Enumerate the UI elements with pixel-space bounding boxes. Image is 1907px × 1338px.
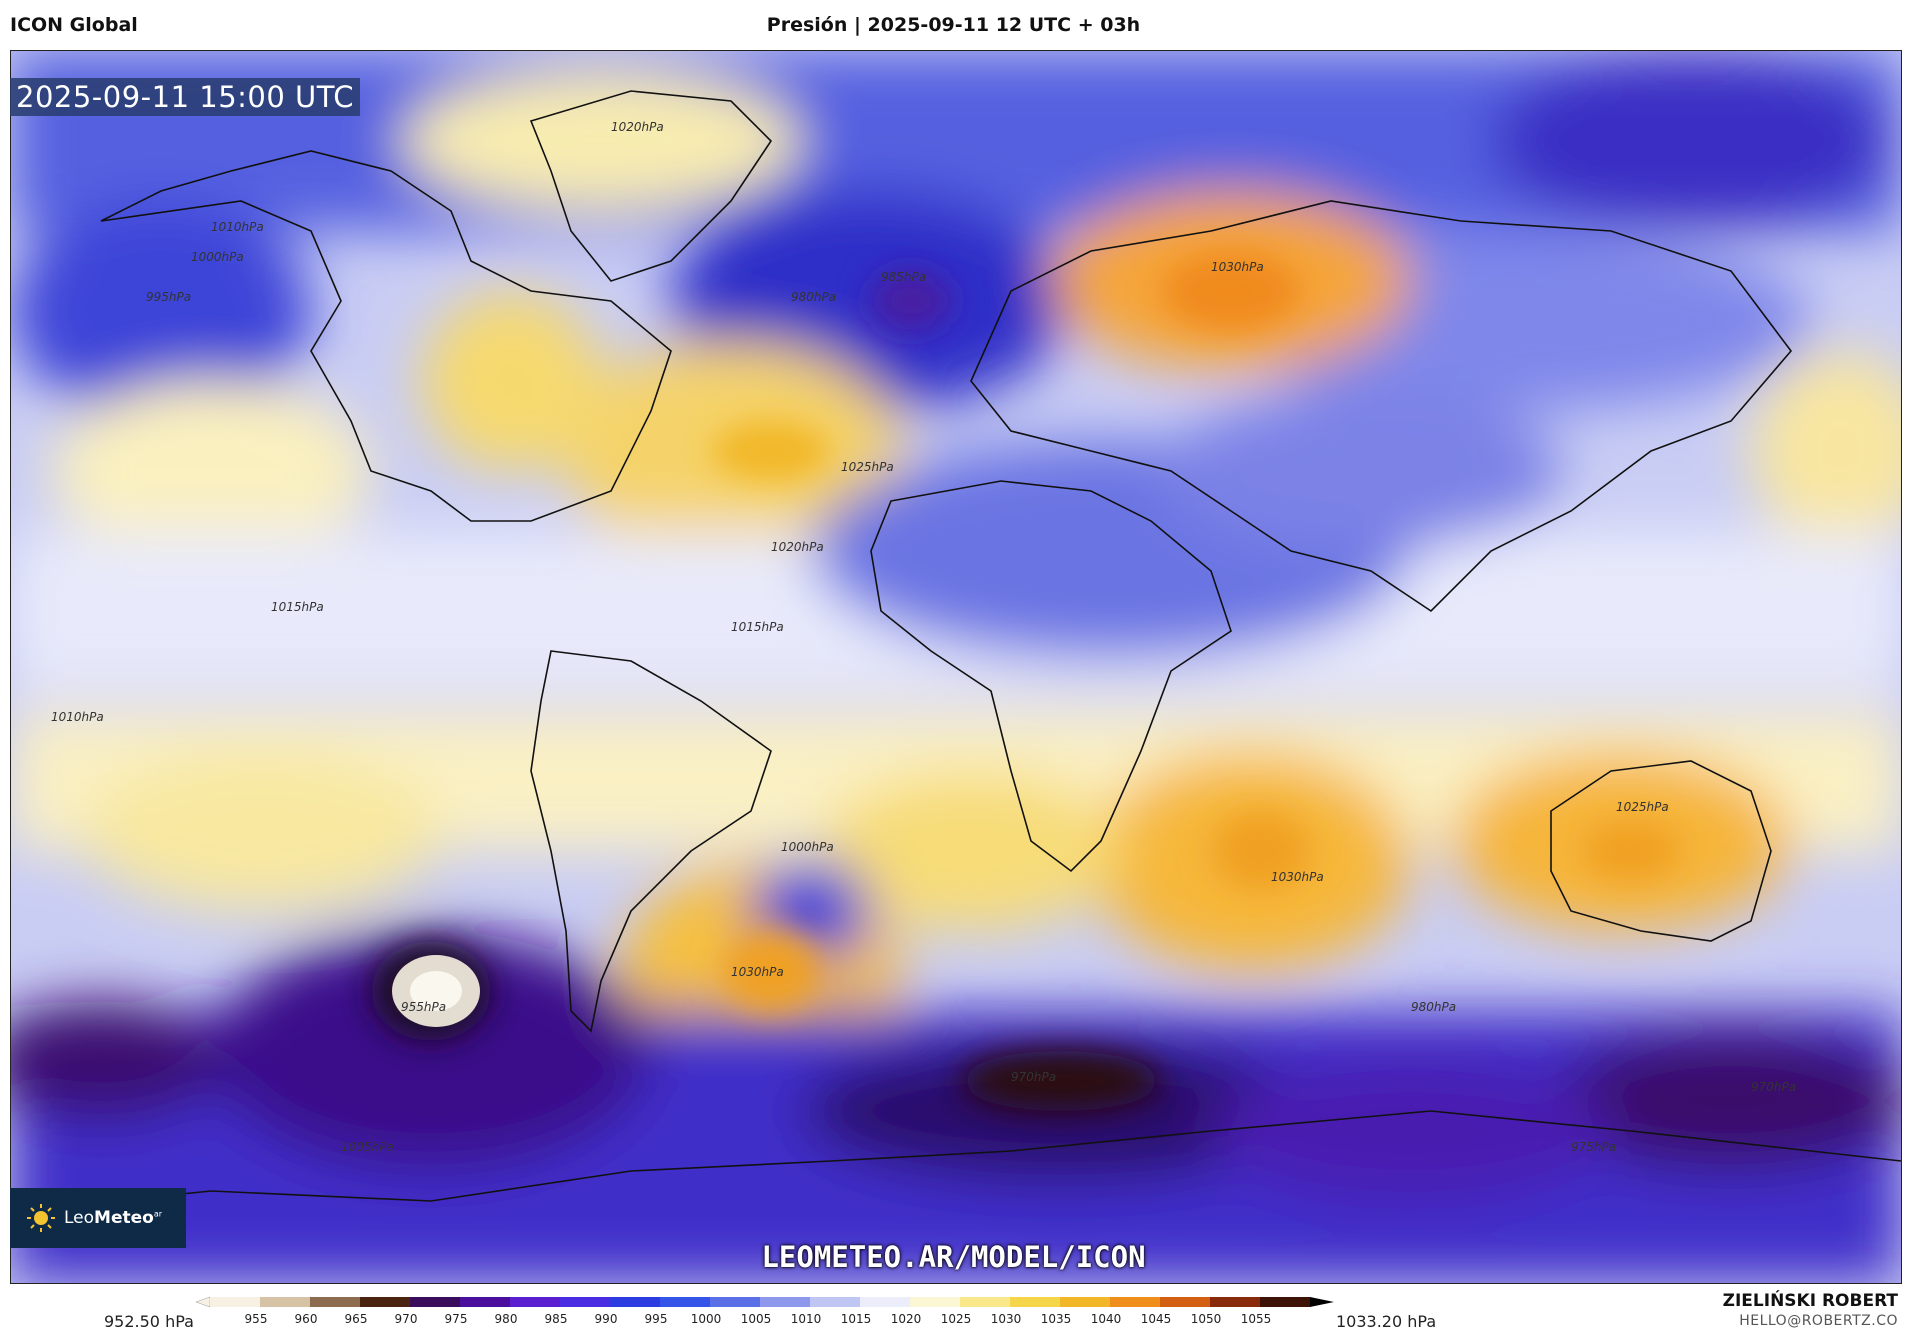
colorbar-tick-label: 990 bbox=[595, 1312, 618, 1326]
isobar-label: 995hPa bbox=[146, 290, 191, 304]
isobar-labels: 1020hPa 1010hPa 1000hPa 995hPa 980hPa 98… bbox=[51, 120, 1796, 1154]
isobar-label: 980hPa bbox=[791, 290, 836, 304]
colorbar-tick-label: 1005 bbox=[741, 1312, 772, 1326]
colorbar-cell bbox=[360, 1297, 411, 1307]
colorbar-tick-label: 1045 bbox=[1141, 1312, 1172, 1326]
logo-text: LeoMeteoar bbox=[64, 1208, 163, 1228]
isobar-label: 1000hPa bbox=[781, 840, 834, 854]
colorbar-cell bbox=[810, 1297, 861, 1307]
deep-low-eye bbox=[410, 971, 462, 1011]
colorbar-cell bbox=[260, 1297, 311, 1307]
australia bbox=[1550, 760, 1772, 942]
colorbar-cell bbox=[1210, 1297, 1261, 1307]
colorbar-cell bbox=[1010, 1297, 1061, 1307]
valid-time-badge: 2025-09-11 15:00 UTC bbox=[10, 78, 361, 116]
colorbar-cell bbox=[710, 1297, 761, 1307]
isobar-label: 1030hPa bbox=[1211, 260, 1264, 274]
colorbar-tick-label: 1055 bbox=[1241, 1312, 1272, 1326]
colorbar-tick-label: 985 bbox=[545, 1312, 568, 1326]
isobar-label: 1030hPa bbox=[731, 965, 784, 979]
colorbar-tick-label: 995 bbox=[645, 1312, 668, 1326]
coastlines bbox=[11, 90, 1901, 1212]
isobar-label: 1005hPa bbox=[341, 1140, 394, 1154]
isobar-label: 1025hPa bbox=[841, 460, 894, 474]
colorbar-cell bbox=[1060, 1297, 1111, 1307]
colorbar-cell bbox=[910, 1297, 961, 1307]
legend-max-value: 1033.20 hPa bbox=[1336, 1312, 1437, 1331]
isobar-label: 1020hPa bbox=[771, 540, 824, 554]
colorbar: 955 960 965 970 975 980 985 990 995 1000 1005 1010 1… bbox=[196, 1296, 1334, 1326]
colorbar-tick-label: 1015 bbox=[841, 1312, 872, 1326]
colorbar-tick-label: 975 bbox=[445, 1312, 468, 1326]
isobar-label: 975hPa bbox=[1571, 1140, 1616, 1154]
isobar-label: 1000hPa bbox=[191, 250, 244, 264]
colorbar-tick-label: 1010 bbox=[791, 1312, 822, 1326]
isobar-label: 1015hPa bbox=[271, 600, 324, 614]
isobar-label: 1025hPa bbox=[1616, 800, 1669, 814]
isobar-label: 1020hPa bbox=[611, 120, 664, 134]
sun-icon bbox=[27, 1204, 55, 1232]
colorbar-tick-label: 1035 bbox=[1041, 1312, 1072, 1326]
south-america bbox=[530, 650, 772, 1033]
isobar-label: 985hPa bbox=[881, 270, 926, 284]
model-name: ICON Global bbox=[10, 14, 138, 36]
colorbar-cell bbox=[560, 1297, 611, 1307]
isobar-label: 970hPa bbox=[1011, 1070, 1056, 1084]
pressure-field bbox=[11, 51, 1901, 1283]
colorbar-tick-label: 1000 bbox=[691, 1312, 722, 1326]
colorbar-cell bbox=[460, 1297, 511, 1307]
site-url-watermark: LEOMETEO.AR/MODEL/ICON bbox=[761, 1240, 1146, 1274]
isobar-label: 1030hPa bbox=[1271, 870, 1324, 884]
colorbar-cell bbox=[760, 1297, 811, 1307]
legend-footer: 952.50 hPa 955 960 965 970 975 980 985 990 995 10… bbox=[0, 1284, 1907, 1338]
pressure-cores bbox=[371, 251, 1681, 1111]
colorbar-ticks: 955 960 965 970 975 980 985 990 995 1000 1005 1010 1… bbox=[245, 1312, 1272, 1326]
map-canvas: 1020hPa 1010hPa 1000hPa 995hPa 980hPa 98… bbox=[11, 51, 1901, 1283]
colorbar-tick-label: 970 bbox=[395, 1312, 418, 1326]
colorbar-cell bbox=[660, 1297, 711, 1307]
africa bbox=[870, 480, 1232, 873]
colorbar-tick-label: 1030 bbox=[991, 1312, 1022, 1326]
colorbar-cell bbox=[1260, 1297, 1311, 1307]
author-email[interactable]: HELLO@ROBERTZ.CO bbox=[1739, 1313, 1898, 1329]
europe-asia bbox=[970, 200, 1793, 613]
colorbar-tick-label: 1040 bbox=[1091, 1312, 1122, 1326]
colorbar-tick-label: 1025 bbox=[941, 1312, 972, 1326]
legend-min-value: 952.50 hPa bbox=[104, 1312, 194, 1331]
colorbar-cell bbox=[410, 1297, 461, 1307]
isobar-label: 1015hPa bbox=[731, 620, 784, 634]
isobar-label: 970hPa bbox=[1751, 1080, 1796, 1094]
colorbar-cells bbox=[196, 1296, 1334, 1308]
colorbar-cell bbox=[310, 1297, 361, 1307]
north-america bbox=[100, 150, 672, 522]
colorbar-cell bbox=[1110, 1297, 1161, 1307]
isobar-label: 955hPa bbox=[401, 1000, 446, 1014]
colorbar-cell bbox=[860, 1297, 911, 1307]
header: ICON Global Presión | 2025-09-11 12 UTC … bbox=[0, 0, 1907, 50]
pressure-map[interactable]: 1020hPa 1010hPa 1000hPa 995hPa 980hPa 98… bbox=[10, 50, 1902, 1284]
logo[interactable]: LeoMeteoar bbox=[10, 1188, 186, 1248]
colorbar-tick-label: 1050 bbox=[1191, 1312, 1222, 1326]
colorbar-tick-label: 980 bbox=[495, 1312, 518, 1326]
greenland bbox=[529, 90, 773, 282]
colorbar-cell bbox=[1160, 1297, 1211, 1307]
antarctica bbox=[11, 1110, 1901, 1212]
isobar-label: 1010hPa bbox=[51, 710, 104, 724]
author-credit: ZIELIŃSKI ROBERT bbox=[1722, 1291, 1898, 1311]
colorbar-cell bbox=[210, 1297, 261, 1307]
colorbar-tick-label: 955 bbox=[245, 1312, 268, 1326]
colorbar-tick-label: 965 bbox=[345, 1312, 368, 1326]
colorbar-cell bbox=[610, 1297, 661, 1307]
colorbar-max-arrow bbox=[1310, 1297, 1334, 1307]
isobar-label: 980hPa bbox=[1411, 1000, 1456, 1014]
colorbar-tick-label: 1020 bbox=[891, 1312, 922, 1326]
colorbar-cell bbox=[960, 1297, 1011, 1307]
isobar-label: 1010hPa bbox=[211, 220, 264, 234]
colorbar-cell bbox=[510, 1297, 561, 1307]
colorbar-tick-label: 960 bbox=[295, 1312, 318, 1326]
colorbar-min-arrow bbox=[196, 1296, 211, 1308]
page-title: Presión | 2025-09-11 12 UTC + 03h bbox=[766, 14, 1141, 36]
